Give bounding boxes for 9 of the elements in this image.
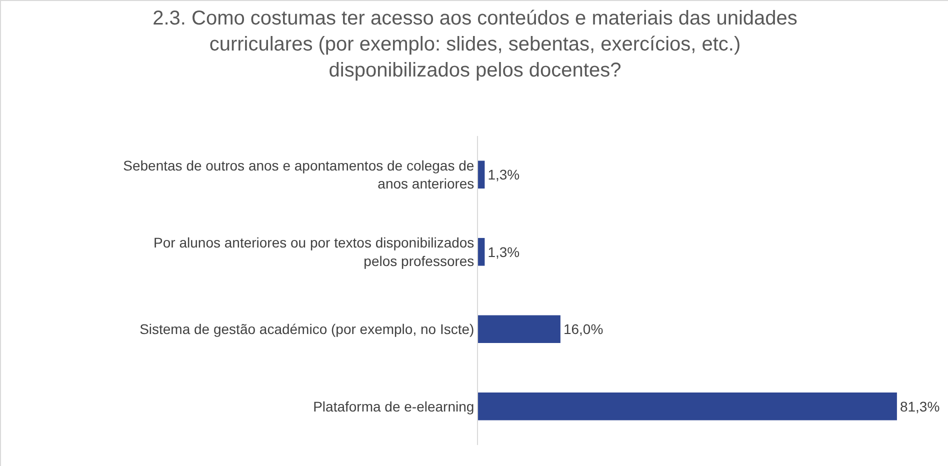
data-label: 1,3% xyxy=(488,166,520,183)
data-label: 1,3% xyxy=(488,244,520,260)
y-tick-label: Plataforma de e-elearning xyxy=(313,398,474,414)
data-label: 81,3% xyxy=(900,398,940,414)
y-tick-label: Sebentas de outros anos e apontamentos de colegas de anos anteriores xyxy=(123,157,474,192)
y-tick-label: Sistema de gestão académico (por exemplo, no Iscte) xyxy=(140,321,474,338)
chart-title: 2.3. Como costumas ter acesso aos conteúdos e materiais das unidades curriculares (por exemplo: slides, sebentas, exercícios, etc.) disponibilizados pelos docentes? xyxy=(152,7,798,82)
data-label: 16,0% xyxy=(563,321,604,338)
y-tick-label: Por alunos anteriores ou por textos disponibilizados pelos professores xyxy=(154,234,474,269)
